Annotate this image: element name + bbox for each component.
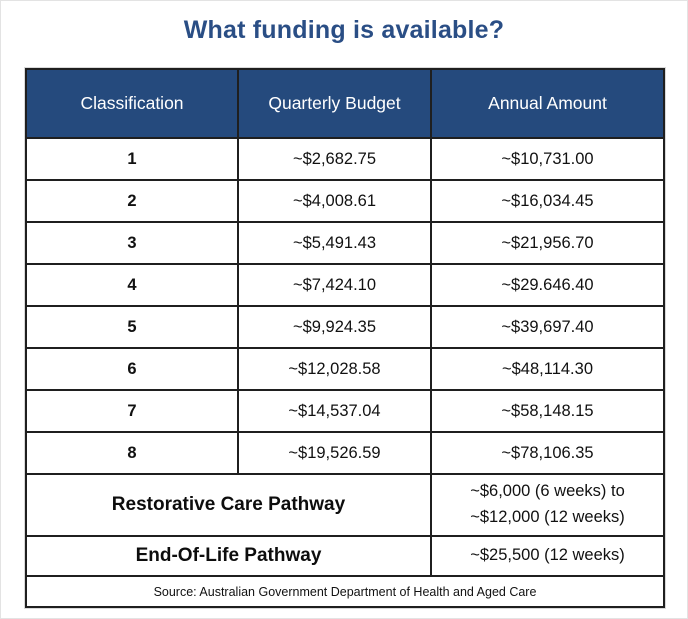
cell-classification: 6 — [25, 347, 239, 391]
table-row: 3 ~$5,491.43 ~$21,956.70 — [25, 221, 665, 265]
table-row: 4 ~$7,424.10 ~$29.646.40 — [25, 263, 665, 307]
cell-annual-amount: ~$21,956.70 — [430, 221, 665, 265]
cell-classification: 7 — [25, 389, 239, 433]
header-cell-quarterly-budget: Quarterly Budget — [237, 68, 432, 139]
header-cell-annual-amount: Annual Amount — [430, 68, 665, 139]
cell-annual-amount: ~$16,034.45 — [430, 179, 665, 223]
cell-quarterly-budget: ~$14,537.04 — [237, 389, 432, 433]
cell-annual-amount: ~$29.646.40 — [430, 263, 665, 307]
cell-quarterly-budget: ~$5,491.43 — [237, 221, 432, 265]
restorative-amount-line-2: ~$12,000 (12 weeks) — [470, 508, 625, 526]
cell-classification: 2 — [25, 179, 239, 223]
table-row: 2 ~$4,008.61 ~$16,034.45 — [25, 179, 665, 223]
cell-classification: 4 — [25, 263, 239, 307]
table-row: 5 ~$9,924.35 ~$39,697.40 — [25, 305, 665, 349]
restorative-amount-line-1: ~$6,000 (6 weeks) to — [470, 482, 625, 501]
row-restorative-pathway: Restorative Care Pathway ~$6,000 (6 week… — [25, 473, 665, 537]
header-cell-classification: Classification — [25, 68, 239, 139]
cell-annual-amount: ~$58,148.15 — [430, 389, 665, 433]
cell-classification: 1 — [25, 137, 239, 181]
cell-quarterly-budget: ~$4,008.61 — [237, 179, 432, 223]
cell-annual-amount: ~$48,114.30 — [430, 347, 665, 391]
cell-classification: 3 — [25, 221, 239, 265]
cell-classification: 5 — [25, 305, 239, 349]
cell-classification: 8 — [25, 431, 239, 475]
row-end-of-life-pathway: End-Of-Life Pathway ~$25,500 (12 weeks) — [25, 535, 665, 577]
source-row: Source: Australian Government Department… — [25, 575, 665, 608]
source-text: Source: Australian Government Department… — [25, 575, 665, 608]
end-of-life-pathway-label: End-Of-Life Pathway — [25, 535, 432, 577]
cell-quarterly-budget: ~$19,526.59 — [237, 431, 432, 475]
restorative-pathway-label: Restorative Care Pathway — [25, 473, 432, 537]
cell-annual-amount: ~$10,731.00 — [430, 137, 665, 181]
restorative-pathway-amount: ~$6,000 (6 weeks) to ~$12,000 (12 weeks) — [430, 473, 665, 537]
table-row: 1 ~$2,682.75 ~$10,731.00 — [25, 137, 665, 181]
cell-quarterly-budget: ~$9,924.35 — [237, 305, 432, 349]
table-header-row: Classification Quarterly Budget Annual A… — [25, 68, 665, 139]
cell-quarterly-budget: ~$2,682.75 — [237, 137, 432, 181]
end-of-life-pathway-amount: ~$25,500 (12 weeks) — [430, 535, 665, 577]
cell-quarterly-budget: ~$7,424.10 — [237, 263, 432, 307]
cell-quarterly-budget: ~$12,028.58 — [237, 347, 432, 391]
funding-table: Classification Quarterly Budget Annual A… — [25, 68, 665, 608]
cell-annual-amount: ~$78,106.35 — [430, 431, 665, 475]
cell-annual-amount: ~$39,697.40 — [430, 305, 665, 349]
table-row: 6 ~$12,028.58 ~$48,114.30 — [25, 347, 665, 391]
table-row: 8 ~$19,526.59 ~$78,106.35 — [25, 431, 665, 475]
table-row: 7 ~$14,537.04 ~$58,148.15 — [25, 389, 665, 433]
page-title: What funding is available? — [183, 16, 505, 44]
